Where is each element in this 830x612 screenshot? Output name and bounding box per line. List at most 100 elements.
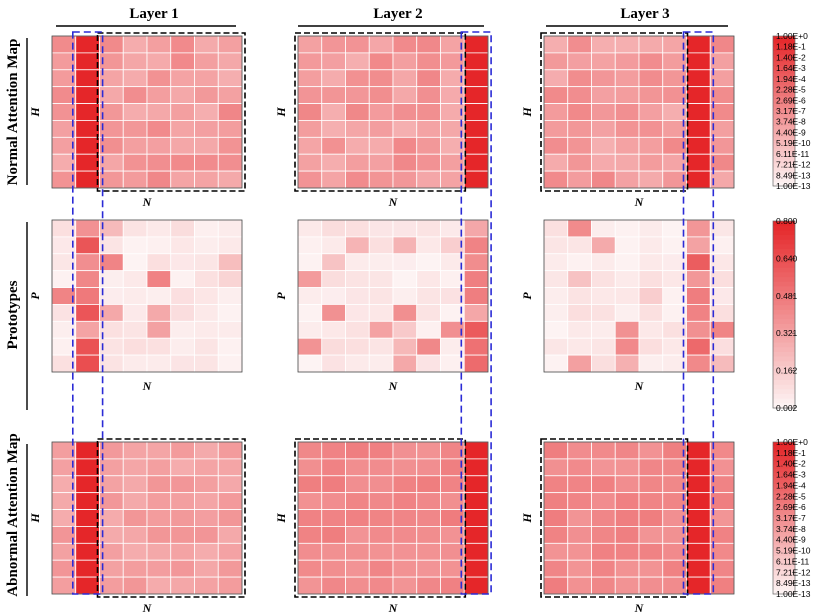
heatmap-cell xyxy=(321,320,346,339)
heatmap-cell xyxy=(146,576,172,595)
y-axis-label: H xyxy=(274,513,288,524)
heatmap-cell xyxy=(170,153,195,172)
colorbar-tick-label: 4.40E-9 xyxy=(776,127,806,137)
heatmap-cell xyxy=(686,441,711,460)
heatmap-cell xyxy=(567,219,592,238)
heatmap-cell xyxy=(638,526,664,544)
heatmap-cell xyxy=(146,120,172,138)
heatmap-cell xyxy=(345,69,370,88)
heatmap-cell xyxy=(614,542,640,561)
heatmap-cell xyxy=(567,236,592,255)
heatmap-cell xyxy=(75,492,100,510)
colorbar-segment xyxy=(773,499,795,504)
heatmap-cell xyxy=(416,120,441,138)
x-axis-label: N xyxy=(388,195,399,209)
heatmap-cell xyxy=(217,86,243,104)
heatmap-cell xyxy=(75,559,100,578)
colorbar-frame xyxy=(772,220,796,409)
heatmap-cell xyxy=(463,526,489,544)
heatmap-cell xyxy=(614,320,640,339)
heatmap-cell xyxy=(170,576,195,595)
heatmap-cell xyxy=(75,236,100,255)
heatmap-cell xyxy=(392,69,418,88)
colorbar-segment xyxy=(773,249,795,255)
colorbar-segment xyxy=(773,483,795,489)
heatmap-cell xyxy=(416,170,441,189)
colorbar-segment xyxy=(773,111,795,116)
heatmap-cell xyxy=(543,526,569,544)
colorbar-segment xyxy=(773,571,795,576)
heatmap-cell xyxy=(194,287,219,305)
heatmap-cell xyxy=(170,492,195,510)
heatmap-cell xyxy=(416,236,441,255)
heatmap-cell xyxy=(463,559,489,578)
y-axis-label: P xyxy=(28,292,42,300)
heatmap-cell xyxy=(170,542,195,561)
heatmap-cell xyxy=(463,320,489,339)
colorbar-tick-label: 1.18E-1 xyxy=(776,448,806,458)
heatmap-cell xyxy=(686,270,711,288)
heatmap-cell xyxy=(567,576,592,595)
heatmap-cell xyxy=(368,35,394,54)
heatmap-cell xyxy=(146,475,172,494)
colorbar-1: 1.00E+01.18E-11.40E-21.64E-31.94E-42.28E… xyxy=(772,31,811,191)
panel-frame xyxy=(51,35,243,189)
heatmap-cell xyxy=(75,170,100,189)
colorbar-segment xyxy=(773,529,795,534)
row-title-normal: Normal Attention Map xyxy=(5,39,21,186)
heatmap-cell xyxy=(686,236,711,255)
colorbar-segment xyxy=(773,118,795,123)
heatmap-cell xyxy=(416,86,441,104)
heatmap-cell xyxy=(416,69,441,88)
heatmap-cell xyxy=(638,542,664,561)
heatmap-cell xyxy=(614,69,640,88)
heatmap-cell xyxy=(170,509,195,527)
heatmap-cell xyxy=(567,69,592,88)
heatmap-cell xyxy=(345,354,370,373)
heatmap-cell xyxy=(345,337,370,356)
colorbar-segment xyxy=(773,239,795,245)
heatmap-cell xyxy=(170,69,195,88)
colorbar-tick-label: 1.00E+0 xyxy=(776,31,808,41)
heatmap-cell xyxy=(392,52,418,71)
heatmap-cell xyxy=(217,153,243,172)
colorbar-segment xyxy=(773,99,795,105)
heatmap-cell xyxy=(194,52,219,71)
heatmap-cell xyxy=(543,320,569,339)
heatmap-cell xyxy=(217,69,243,88)
heatmap-cell xyxy=(75,304,100,322)
heatmap-cell xyxy=(463,153,489,172)
heatmap-cell xyxy=(416,320,441,339)
heatmap-cell xyxy=(567,337,592,356)
heatmap-cell xyxy=(543,136,569,155)
colorbar-tick-label: 1.00E+0 xyxy=(776,437,808,447)
heatmap-cell xyxy=(297,253,323,272)
heatmap-cell xyxy=(297,136,323,155)
colorbar-segment xyxy=(773,449,795,454)
heatmap-cell xyxy=(463,354,489,373)
heatmap-cell xyxy=(543,270,569,288)
heatmap-cell xyxy=(170,458,195,477)
colorbar-segment xyxy=(773,182,795,187)
column-title-layer-3: Layer 3 xyxy=(620,6,669,22)
heatmap-cell xyxy=(297,120,323,138)
colorbar-segment xyxy=(773,163,795,168)
heatmap-cell xyxy=(368,441,394,460)
colorbar-segment xyxy=(773,103,795,108)
panel-frame xyxy=(297,35,489,189)
heatmap-cell xyxy=(567,287,592,305)
colorbar-tick-label: 1.64E-3 xyxy=(776,470,806,480)
heatmap-cell xyxy=(614,103,640,121)
heatmap-cell xyxy=(416,542,441,561)
heatmap-cell xyxy=(321,86,346,104)
heatmap-cell xyxy=(368,170,394,189)
heatmap-cell xyxy=(194,136,219,155)
heatmap-cell xyxy=(194,475,219,494)
heatmap-cell xyxy=(297,576,323,595)
heatmap-cell xyxy=(297,492,323,510)
heatmap-cell xyxy=(392,542,418,561)
colorbar-tick-label: 8.49E-13 xyxy=(776,578,811,588)
colorbar-segment xyxy=(773,244,795,250)
heatmap-cell xyxy=(122,320,148,339)
colorbar-2: 0.800 0.640 0.481 0.321 0.162 0.002 xyxy=(772,216,798,413)
